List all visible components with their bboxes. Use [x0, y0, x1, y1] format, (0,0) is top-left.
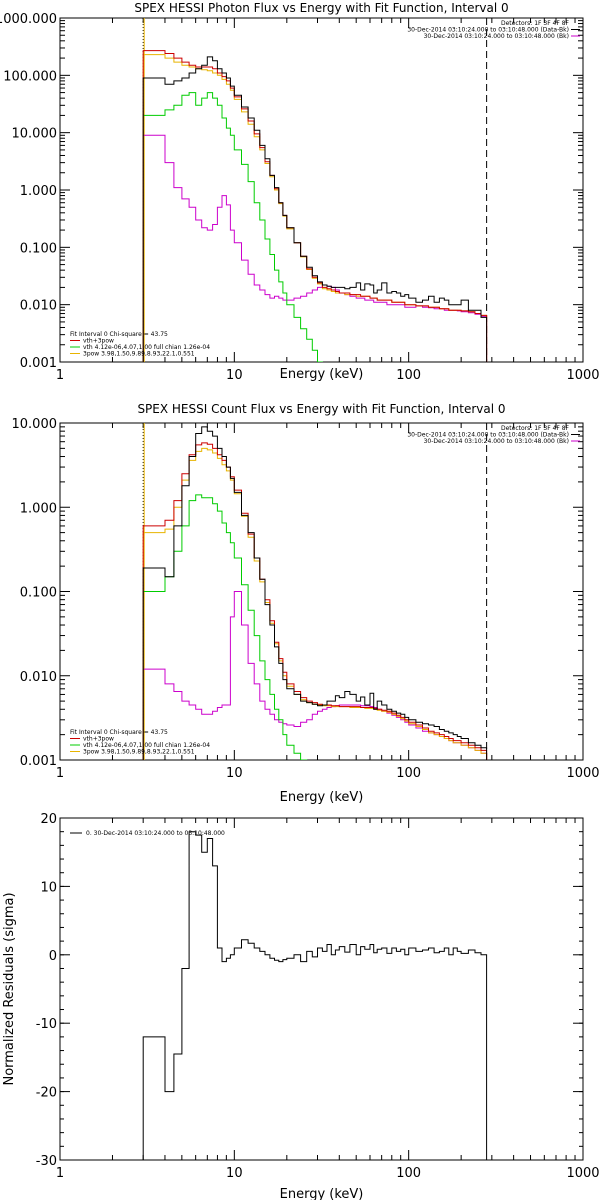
y-tick-label: 0.001 [20, 754, 57, 769]
x-tick-label: 100 [396, 368, 421, 383]
series-line-3 [142, 92, 323, 362]
series-group [142, 426, 488, 760]
y-tick-label: -10 [36, 1017, 57, 1032]
chart-panel-2: SPEX HESSI Count Flux vs Energy with Fit… [12, 402, 600, 805]
legend-entry: Fit Interval 0 Chi-square = 43.75 [70, 331, 168, 338]
series-group [142, 831, 488, 1160]
x-axis-label: Energy (keV) [280, 367, 364, 382]
legend-entry: 30-Dec-2014 03:10:24.000 to 03:10:48.000… [424, 33, 569, 40]
x-tick-label: 10 [226, 368, 243, 383]
x-tick-label: 1000 [566, 1166, 599, 1181]
legend-entry: 30-Dec-2014 03:10:24.000 to 03:10:48.000… [407, 432, 569, 439]
y-tick-label: 1000.000 [0, 12, 57, 27]
x-tick-label: 1 [56, 1166, 64, 1181]
x-axis: 1 10 100 1000 [56, 818, 600, 1181]
legend-entry: 30-Dec-2014 03:10:24.000 to 03:10:48.000… [407, 27, 569, 34]
x-tick-label: 1 [56, 766, 64, 781]
legend-entry: 3pow 3.98,1.50,9.89,8.93,22.1,0.551 [83, 351, 195, 358]
legend-entry: Fit Interval 0 Chi-square = 43.75 [70, 729, 168, 736]
y-tick-label: -30 [36, 1154, 57, 1169]
y-axis: 0.001 0.010 0.100 1.000 10.000 100.000 1000.00… [0, 12, 583, 371]
x-axis: 1 10 100 1000 [56, 18, 600, 383]
x-tick-label: 100 [396, 1166, 421, 1181]
legend-entry: Detectors: 1F 3F 4F 8F [501, 425, 570, 432]
x-axis-label: Energy (keV) [280, 790, 364, 805]
x-tick-label: 100 [396, 766, 421, 781]
y-tick-label: 0.010 [20, 670, 57, 685]
chart-panel-3: 1 10 100 1000 Energy (keV) -30 -20 -10 0 10 20 Norm… [2, 812, 600, 1200]
x-axis: 1 10 100 1000 [56, 423, 600, 781]
series-line-4 [142, 54, 488, 362]
y-tick-label: 100.000 [3, 69, 57, 84]
y-axis: -30 -20 -10 0 10 20 [36, 812, 583, 1169]
y-tick-label: 1.000 [20, 184, 57, 199]
series-line-4 [142, 447, 488, 760]
y-tick-label: 10.000 [12, 417, 58, 432]
legend-entry: 3pow 3.98,1.50,9.89,8.93,22.1,0.551 [83, 749, 195, 756]
legend-entry: 0. 30-Dec-2014 03:10:24.000 to 03:10:48.… [86, 830, 225, 837]
legend-entry: vth+3pow [83, 736, 114, 743]
y-tick-label: 0 [49, 949, 57, 964]
plot-frame [59, 422, 584, 761]
x-tick-label: 10 [226, 766, 243, 781]
plot-frame [59, 17, 584, 363]
y-tick-label: 0.100 [20, 241, 57, 256]
y-axis-label: Normalized Residuals (sigma) [2, 892, 17, 1085]
series-line-3 [142, 494, 308, 760]
y-tick-label: 1.000 [20, 501, 57, 516]
series-line-1 [142, 831, 488, 1160]
series-line-5 [142, 134, 488, 362]
x-tick-label: 1 [56, 368, 64, 383]
series-line-1 [142, 56, 488, 362]
legend-entry: 30-Dec-2014 03:10:24.000 to 03:10:48.000… [424, 438, 569, 445]
chart-title: SPEX HESSI Photon Flux vs Energy with Fi… [134, 1, 508, 15]
y-tick-label: -20 [36, 1086, 57, 1101]
series-line-2 [142, 442, 488, 760]
y-tick-label: 0.100 [20, 586, 57, 601]
legend-fit: 0. 30-Dec-2014 03:10:24.000 to 03:10:48.… [70, 830, 225, 837]
y-tick-label: 0.010 [20, 299, 57, 314]
series-line-1 [142, 426, 488, 760]
y-axis: 0.001 0.010 0.100 1.000 10.000 [12, 417, 583, 769]
x-tick-label: 1000 [566, 368, 599, 383]
legend-entry: vth 4.12e-06,4.07,1.00 full chian 1.26e-… [83, 344, 210, 351]
chart-title: SPEX HESSI Count Flux vs Energy with Fit… [137, 402, 505, 416]
series-line-2 [142, 50, 488, 362]
legend-entry: Detectors: 1F 3F 4F 8F [501, 20, 570, 27]
legend-entry: vth 4.12e-06,4.07,1.00 full chian 1.26e-… [83, 742, 210, 749]
y-tick-label: 10.000 [12, 127, 58, 142]
y-tick-label: 10 [40, 880, 57, 895]
chart-panel-1: SPEX HESSI Photon Flux vs Energy with Fi… [0, 1, 600, 383]
x-tick-label: 10 [226, 1166, 243, 1181]
x-tick-label: 1000 [566, 766, 599, 781]
legend-fit: Fit Interval 0 Chi-square = 43.75vth+3po… [70, 331, 210, 358]
series-group [142, 50, 488, 362]
y-tick-label: 0.001 [20, 356, 57, 371]
series-line-5 [142, 591, 488, 760]
y-tick-label: 20 [40, 812, 57, 827]
legend-entry: vth+3pow [83, 338, 114, 345]
x-axis-label: Energy (keV) [280, 1187, 364, 1200]
legend-fit: Fit Interval 0 Chi-square = 43.75vth+3po… [70, 729, 210, 756]
plot-frame [59, 817, 584, 1161]
